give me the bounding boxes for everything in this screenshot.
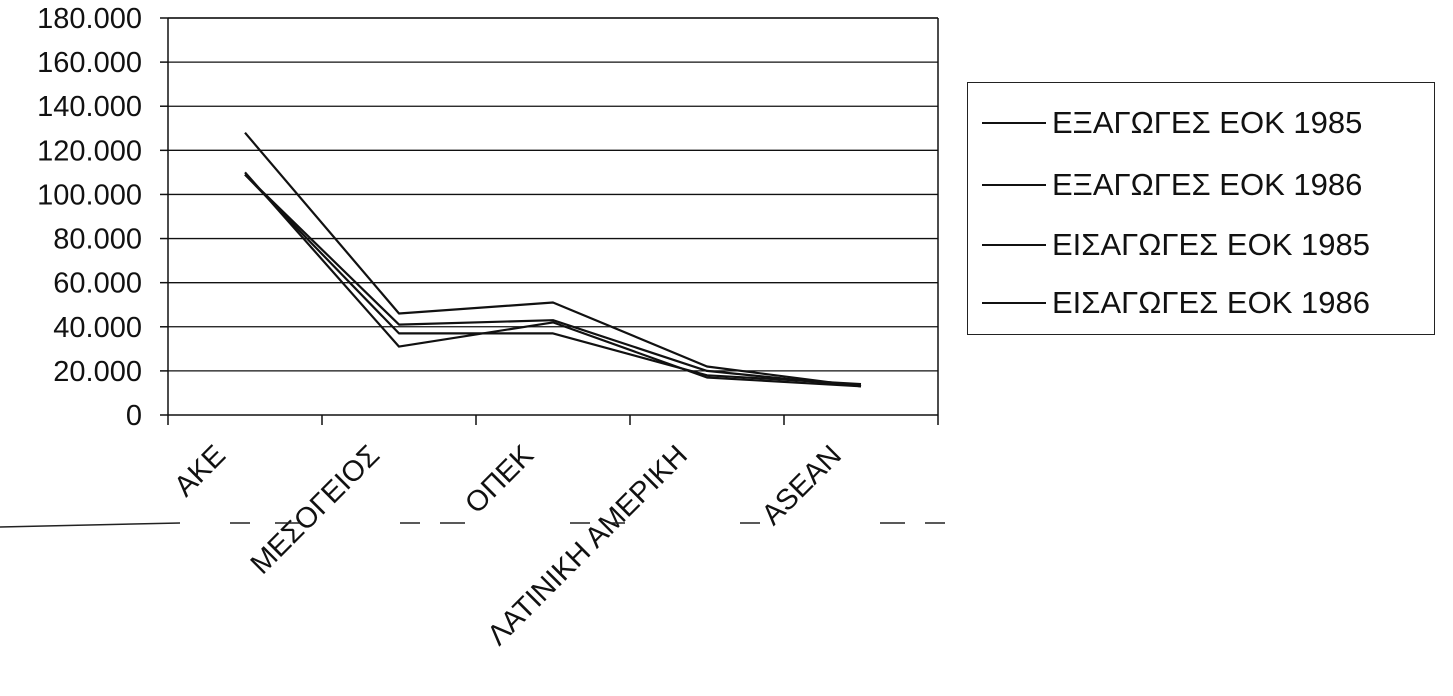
y-tick-label: 140.000 [37,91,142,123]
legend-line-swatch [982,122,1046,124]
axes [160,17,939,425]
legend-line-swatch [982,184,1046,186]
y-tick-label: 80.000 [53,224,142,256]
legend-label: ΕΞΑΓΩΓΕΣ ΕΟΚ 1986 [1052,167,1363,202]
y-tick-label: 0 [126,400,142,432]
legend: ΕΞΑΓΩΓΕΣ ΕΟΚ 1985 ΕΞΑΓΩΓΕΣ ΕΟΚ 1986 ΕΙΣΑ… [967,82,1435,335]
legend-label: ΕΞΑΓΩΓΕΣ ΕΟΚ 1985 [1052,105,1363,140]
series-lines [244,131,862,388]
y-tick-label: 40.000 [53,312,142,344]
legend-item-imports-1985: ΕΙΣΑΓΩΓΕΣ ΕΟΚ 1985 [968,225,1370,265]
series-line-exports-1985 [244,171,862,388]
category-label: ASEAN [756,439,848,531]
legend-line-swatch [982,302,1046,304]
category-label: ΜΕΣΟΓΕΙΟΣ [245,439,386,580]
legend-line-swatch [982,244,1046,246]
legend-item-exports-1986: ΕΞΑΓΩΓΕΣ ΕΟΚ 1986 [968,165,1362,205]
category-label: ΟΠΕΚ [459,439,540,520]
category-label: ΑΚΕ [168,439,232,503]
series-line-imports-1985 [244,173,862,388]
y-tick-label: 180.000 [37,3,142,35]
series-line-imports-1986 [244,173,862,386]
gridlines [168,17,938,372]
y-tick-label: 100.000 [37,179,142,211]
series-line-exports-1986 [244,131,862,388]
y-tick-label: 160.000 [37,47,142,79]
y-tick-labels: 0 20.000 40.000 60.000 80.000 100.000 120.000 1… [37,3,142,432]
legend-label: ΕΙΣΑΓΩΓΕΣ ΕΟΚ 1986 [1052,285,1370,320]
y-tick-label: 120.000 [37,135,142,167]
legend-item-imports-1986: ΕΙΣΑΓΩΓΕΣ ΕΟΚ 1986 [968,283,1370,323]
legend-item-exports-1985: ΕΞΑΓΩΓΕΣ ΕΟΚ 1985 [968,103,1362,143]
scan-artifact-dashes [0,522,945,528]
y-tick-label: 60.000 [53,268,142,300]
y-tick-label: 20.000 [53,356,142,388]
legend-label: ΕΙΣΑΓΩΓΕΣ ΕΟΚ 1985 [1052,227,1370,262]
